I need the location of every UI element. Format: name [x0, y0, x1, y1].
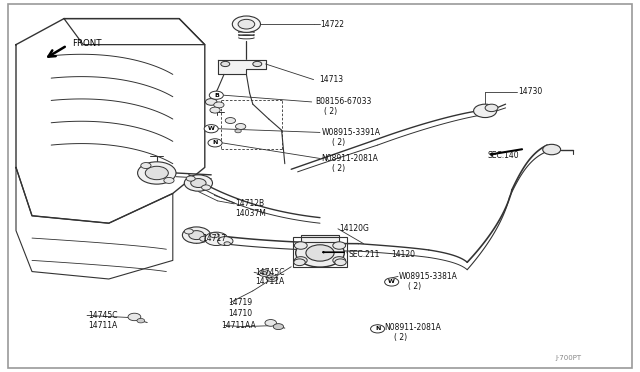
- Circle shape: [265, 320, 276, 326]
- Circle shape: [259, 270, 270, 276]
- Text: ( 2): ( 2): [408, 282, 422, 291]
- Text: B: B: [214, 93, 219, 98]
- Circle shape: [385, 278, 399, 286]
- Text: 14713: 14713: [319, 75, 343, 84]
- Circle shape: [333, 257, 346, 264]
- Text: ( 2): ( 2): [324, 107, 338, 116]
- Circle shape: [210, 232, 219, 238]
- Circle shape: [262, 272, 267, 275]
- Circle shape: [269, 277, 275, 280]
- Circle shape: [221, 61, 230, 67]
- Circle shape: [202, 185, 211, 190]
- Text: N08911-2081A: N08911-2081A: [384, 323, 441, 332]
- Circle shape: [145, 166, 168, 180]
- Text: ( 2): ( 2): [332, 138, 345, 147]
- Text: 14037M: 14037M: [236, 209, 266, 218]
- Text: 14711A: 14711A: [88, 321, 118, 330]
- Circle shape: [232, 16, 260, 32]
- Text: 14719: 14719: [228, 298, 253, 307]
- Circle shape: [186, 176, 195, 181]
- Circle shape: [184, 175, 212, 191]
- Circle shape: [224, 242, 230, 246]
- Text: 14120: 14120: [392, 250, 416, 259]
- Circle shape: [164, 177, 174, 183]
- Circle shape: [225, 118, 236, 124]
- Circle shape: [214, 102, 224, 108]
- Circle shape: [191, 179, 206, 187]
- Text: 14722: 14722: [320, 20, 344, 29]
- Circle shape: [294, 242, 307, 249]
- Text: FRONT: FRONT: [72, 39, 101, 48]
- Circle shape: [137, 318, 145, 323]
- Circle shape: [218, 237, 233, 246]
- Circle shape: [306, 245, 334, 261]
- Circle shape: [128, 313, 141, 321]
- Circle shape: [210, 107, 220, 113]
- Text: B08156-67033: B08156-67033: [315, 97, 371, 106]
- Text: W08915-3391A: W08915-3391A: [321, 128, 380, 137]
- Circle shape: [294, 257, 307, 264]
- Circle shape: [273, 324, 284, 330]
- Circle shape: [138, 162, 176, 184]
- Text: 14120G: 14120G: [339, 224, 369, 233]
- Circle shape: [253, 61, 262, 67]
- Text: ( 2): ( 2): [394, 333, 407, 342]
- Circle shape: [205, 232, 228, 246]
- Circle shape: [182, 227, 211, 243]
- Bar: [293, 237, 347, 267]
- Circle shape: [236, 124, 246, 129]
- Circle shape: [204, 125, 218, 133]
- Circle shape: [205, 99, 217, 105]
- Text: W: W: [388, 279, 395, 285]
- Text: 14710: 14710: [228, 309, 253, 318]
- Text: 14745C: 14745C: [88, 311, 118, 320]
- Text: 14717: 14717: [202, 234, 227, 243]
- Polygon shape: [218, 60, 266, 74]
- Text: ( 2): ( 2): [332, 164, 345, 173]
- Text: J·700PT: J·700PT: [556, 355, 582, 361]
- Circle shape: [200, 236, 209, 241]
- Circle shape: [189, 231, 204, 240]
- Circle shape: [266, 275, 278, 282]
- Circle shape: [238, 19, 255, 29]
- Circle shape: [184, 229, 193, 234]
- Text: 14730: 14730: [518, 87, 543, 96]
- Circle shape: [371, 325, 385, 333]
- Circle shape: [335, 259, 346, 266]
- Text: 14712B: 14712B: [236, 199, 265, 208]
- Circle shape: [296, 239, 344, 267]
- Text: SEC.140: SEC.140: [488, 151, 519, 160]
- Circle shape: [209, 91, 223, 99]
- Text: SEC.211: SEC.211: [349, 250, 380, 259]
- Circle shape: [333, 242, 346, 249]
- Circle shape: [208, 139, 222, 147]
- Text: N: N: [212, 140, 218, 145]
- Circle shape: [235, 129, 241, 133]
- Circle shape: [485, 104, 498, 112]
- Circle shape: [543, 144, 561, 155]
- Text: 14711AA: 14711AA: [221, 321, 256, 330]
- Text: N: N: [375, 326, 380, 331]
- Text: 14745C: 14745C: [255, 268, 285, 277]
- Circle shape: [474, 104, 497, 118]
- Circle shape: [141, 163, 151, 169]
- Circle shape: [294, 259, 305, 266]
- Text: W: W: [208, 126, 214, 131]
- Text: N08911-2081A: N08911-2081A: [321, 154, 378, 163]
- Text: W08915-3381A: W08915-3381A: [399, 272, 458, 281]
- Bar: [301, 235, 339, 242]
- Text: 14711A: 14711A: [255, 277, 285, 286]
